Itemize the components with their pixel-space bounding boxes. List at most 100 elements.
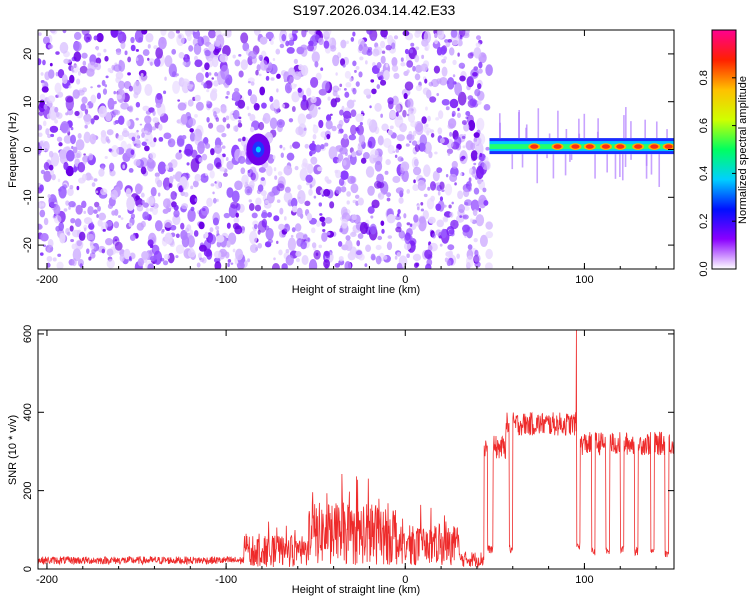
band-streak [569,154,571,162]
spectrogram-cell [395,187,404,194]
spectrogram-cell [163,90,167,95]
spectrogram-cell [221,33,226,37]
spectrogram-cell [398,197,404,204]
spectrogram-cell [261,212,268,219]
spectrogram-cell [430,195,435,202]
spectrogram-cell [84,108,89,115]
band-streak [621,154,624,181]
spectrogram-cell [55,71,59,77]
spectrogram-cell [249,230,258,245]
spectrogram-cell [257,242,263,249]
spectrogram-cell [367,47,373,52]
spectrogram-cell [86,68,95,77]
spectrogram-cell [83,131,91,144]
spectrogram-cell [387,235,393,239]
spectrogram-cell [184,54,188,59]
spectrogram-cell [194,198,198,202]
spectrogram-cell [88,256,92,261]
spectrogram-cell [309,104,318,118]
spectrogram-cell [220,141,223,146]
spectrogram-cell [448,204,452,209]
spectrogram-cell [75,139,85,151]
spectrogram-x-tick-label: -200 [36,274,58,286]
spectrogram-cell [156,179,163,188]
spectrogram-cell [286,152,295,161]
spectrogram-cell [49,62,53,67]
spectrogram-cell [447,244,455,251]
spectrogram-cell [290,234,294,238]
spectrogram-cell [128,105,134,113]
spectrogram-cell [387,144,395,155]
spectrogram-cell [144,145,150,152]
spectrogram-cell [437,200,445,212]
spectrogram-cell [439,196,444,202]
spectrogram-cell [288,67,296,77]
spectrogram-cell [120,40,126,50]
spectrogram-cell [68,200,76,208]
spectrogram-cell [266,191,275,204]
spectrogram-cell [412,130,417,137]
spectrogram-cell [434,33,438,39]
spectrogram-cell [371,88,377,95]
spectrogram-cell [199,257,205,263]
spectrogram-cell [224,30,232,38]
spectrogram-cell [415,30,423,34]
spectrogram-cell [472,71,478,77]
snr-y-tick-label: 0 [22,566,34,572]
snr-y-axis-label: SNR (10 * v/v) [7,415,19,485]
spectrogram-cell [406,60,414,68]
spectrogram-cell [412,65,416,72]
spectrogram-cell [270,39,274,45]
spectrogram-cell [206,197,213,207]
spectrogram-cell [39,140,44,147]
spectrogram-cell [311,227,316,234]
spectrogram-cell [258,73,262,77]
spectrogram-cell [97,84,101,88]
spectrogram-cell [58,188,62,192]
spectrogram-cell [216,198,219,202]
snr-x-tick-label: -200 [36,574,58,586]
spectrogram-cell [278,249,283,256]
spectrogram-cell [219,166,226,172]
spectrogram-cell [219,53,229,63]
spectrogram-cell [403,70,409,76]
spectrogram-cell [344,261,352,269]
spectrogram-cell [350,109,357,118]
spectrogram-cell [46,255,53,262]
spectrogram-cell [38,58,42,66]
spectrogram-cell [153,137,157,143]
spectrogram-cell [125,188,132,198]
spectrogram-cell [117,32,123,42]
spectrogram-cell [313,249,321,260]
spectrogram-cell [149,141,156,148]
spectrogram-cell [366,30,373,35]
spectrogram-cell [39,184,44,192]
spectrogram-cell [196,262,201,268]
spectrogram-cell [329,113,333,116]
spectrogram-y-tick-label: -10 [22,189,34,205]
spectrogram-cell [70,134,77,145]
spectrogram-cell [461,120,467,125]
spectrogram-cell [457,91,467,106]
spectrogram-cell [295,250,302,257]
spectrogram-cell [124,50,128,56]
spectrogram-cell [337,241,343,247]
spectrogram-cell [151,206,158,216]
spectrogram-cell [465,111,471,116]
colorbar: 0.0 0.2 0.4 0.6 0.8 Normalized spectral ampl… [698,29,749,277]
spectrogram-cell [477,68,483,74]
spectrogram-cell [449,47,455,56]
colorbar-gradient [712,30,736,269]
spectrogram-cell [452,59,457,66]
spectrogram-cell [470,150,478,161]
spectrogram-cell [438,110,444,120]
spectrogram-cell [113,90,117,95]
spectrogram-cell [463,188,470,198]
spectrogram-cell [359,221,368,235]
spectrogram-cell [147,57,150,61]
spectrogram-cell [340,170,349,180]
spectrogram-cell [53,204,61,216]
spectrogram-cell [59,149,67,160]
spectrogram-cell [110,30,119,38]
